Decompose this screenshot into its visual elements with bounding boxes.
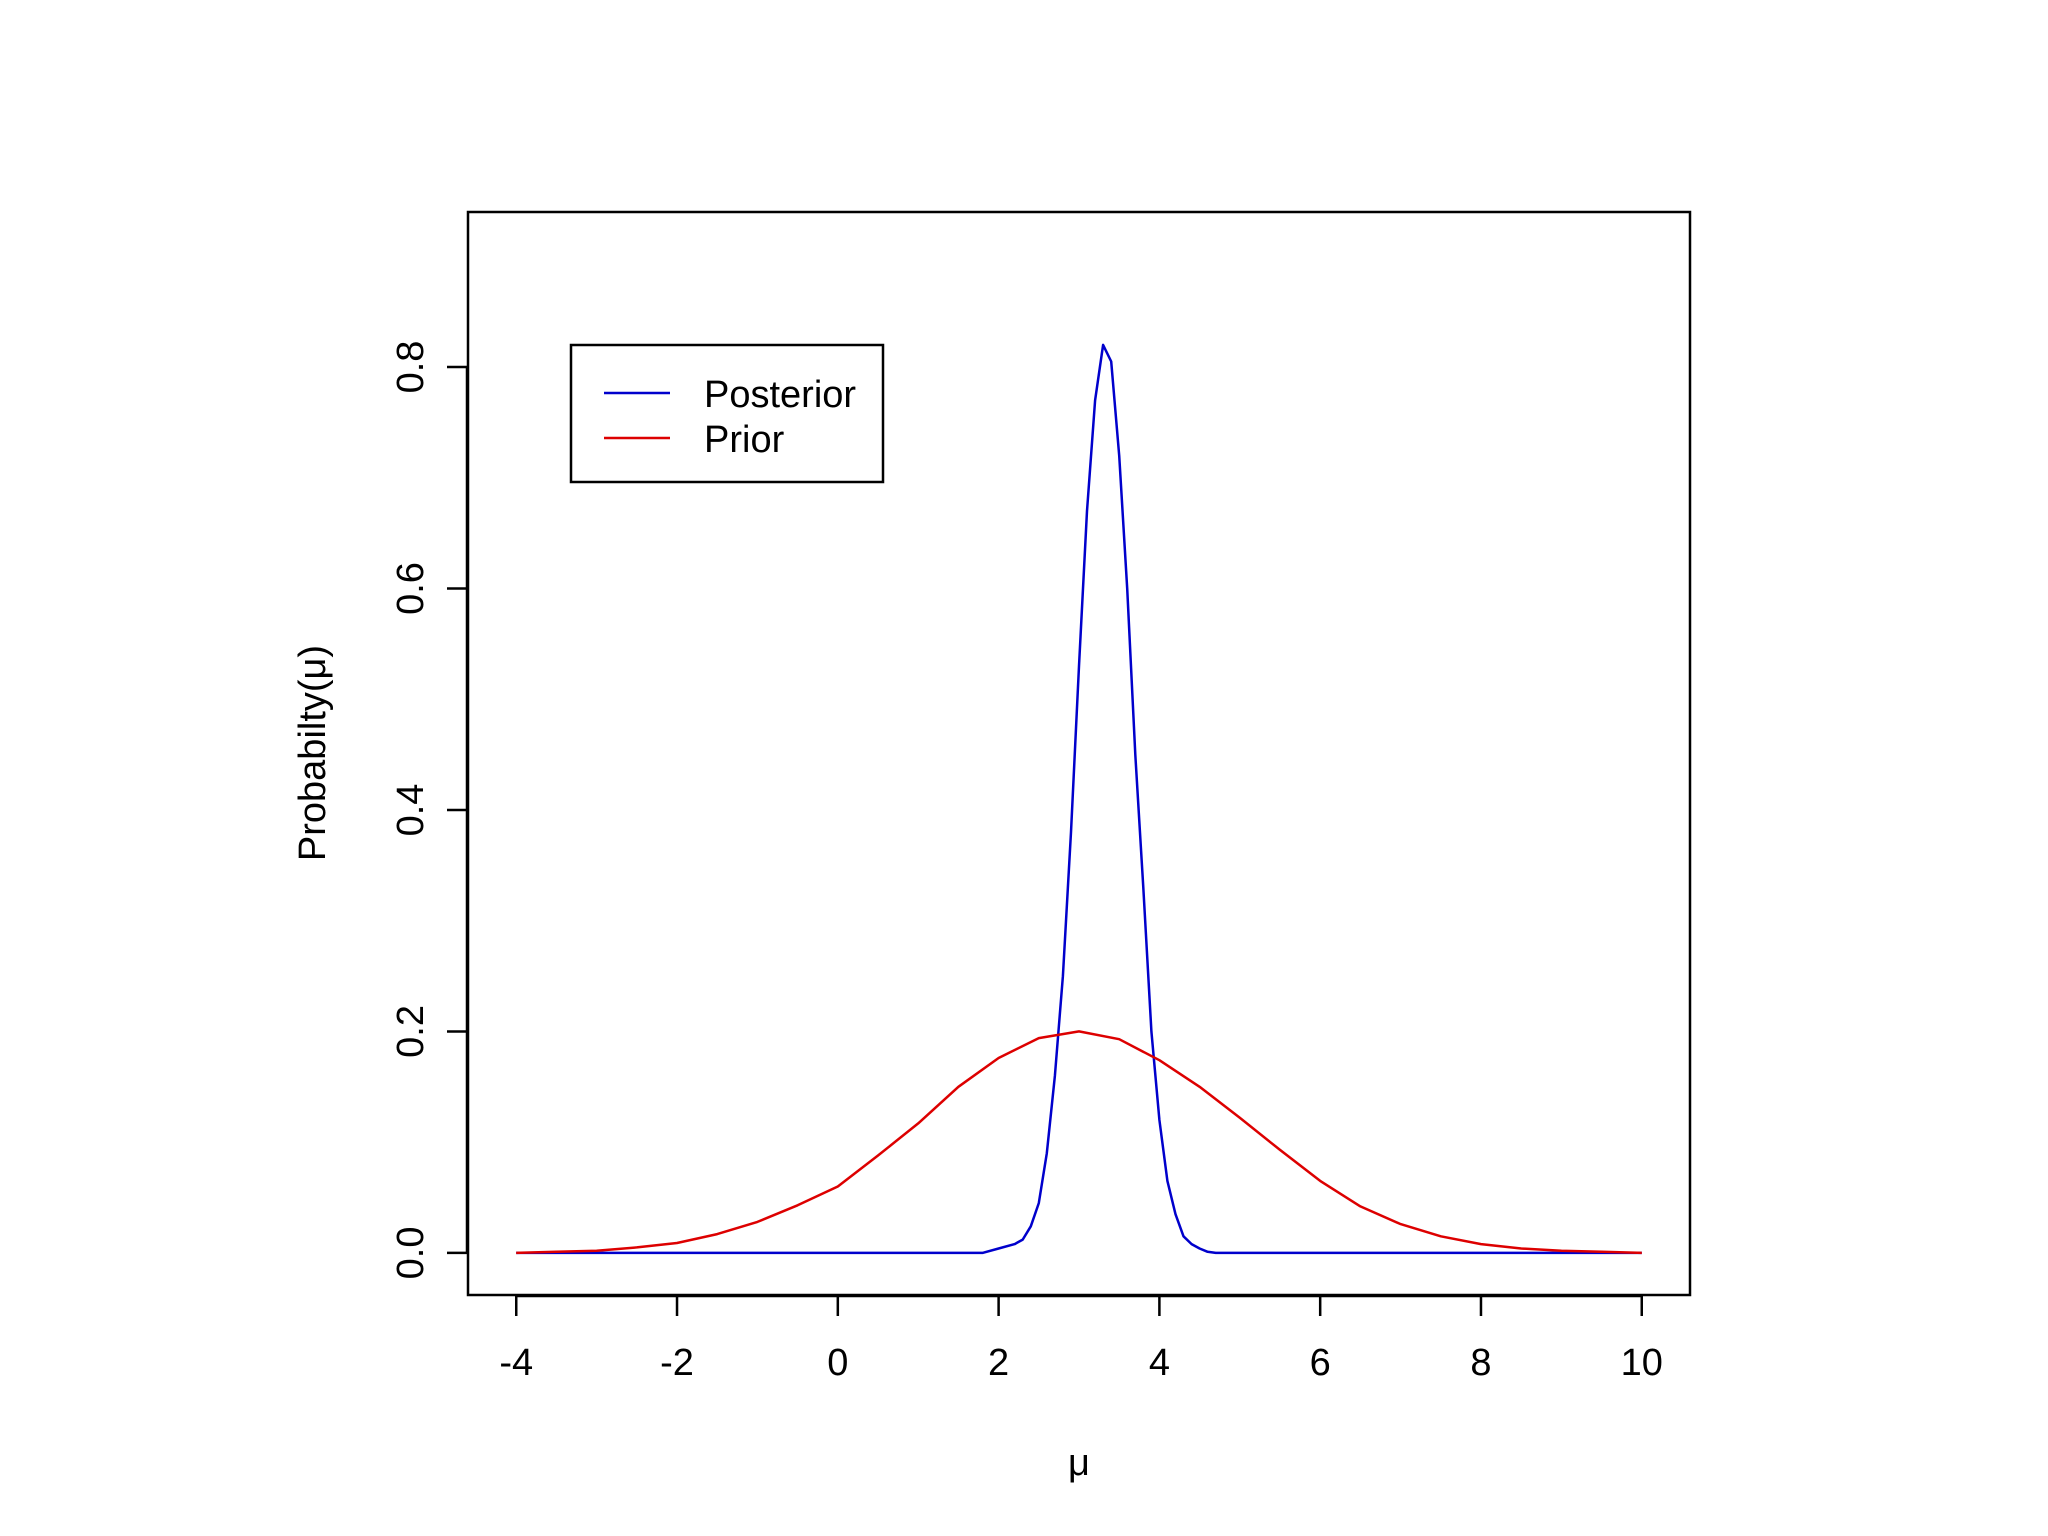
x-tick-label: 6 (1310, 1342, 1331, 1384)
x-tick-label: 10 (1621, 1342, 1663, 1384)
y-tick-label: 0.2 (390, 1005, 432, 1058)
axes: -4 -2 0 2 4 6 8 10 0.0 0.2 0.4 0.6 0.8 (390, 341, 1663, 1384)
x-tick-label: 4 (1149, 1342, 1170, 1384)
legend-box (569, 343, 885, 484)
legend-label-posterior: Posterior (704, 374, 856, 416)
x-tick-label: -2 (660, 1342, 694, 1384)
x-tick-label: 2 (988, 1342, 1009, 1384)
x-tick-label: -4 (499, 1342, 533, 1384)
legend-label-prior: Prior (704, 419, 785, 461)
legend: Posterior Prior (569, 343, 885, 484)
y-tick-label: 0.6 (390, 562, 432, 615)
y-axis-title: Probabilty(μ) (292, 645, 334, 861)
series-line-prior (516, 1030, 1642, 1255)
x-axis-title: μ (1068, 1442, 1090, 1484)
series-layer (516, 343, 1642, 1255)
x-tick-label: 0 (827, 1342, 848, 1384)
series-line-posterior (516, 343, 1642, 1255)
y-tick-label: 0.0 (390, 1227, 432, 1280)
x-tick-label: 8 (1470, 1342, 1491, 1384)
y-tick-label: 0.4 (390, 784, 432, 837)
y-tick-label: 0.8 (390, 341, 432, 394)
